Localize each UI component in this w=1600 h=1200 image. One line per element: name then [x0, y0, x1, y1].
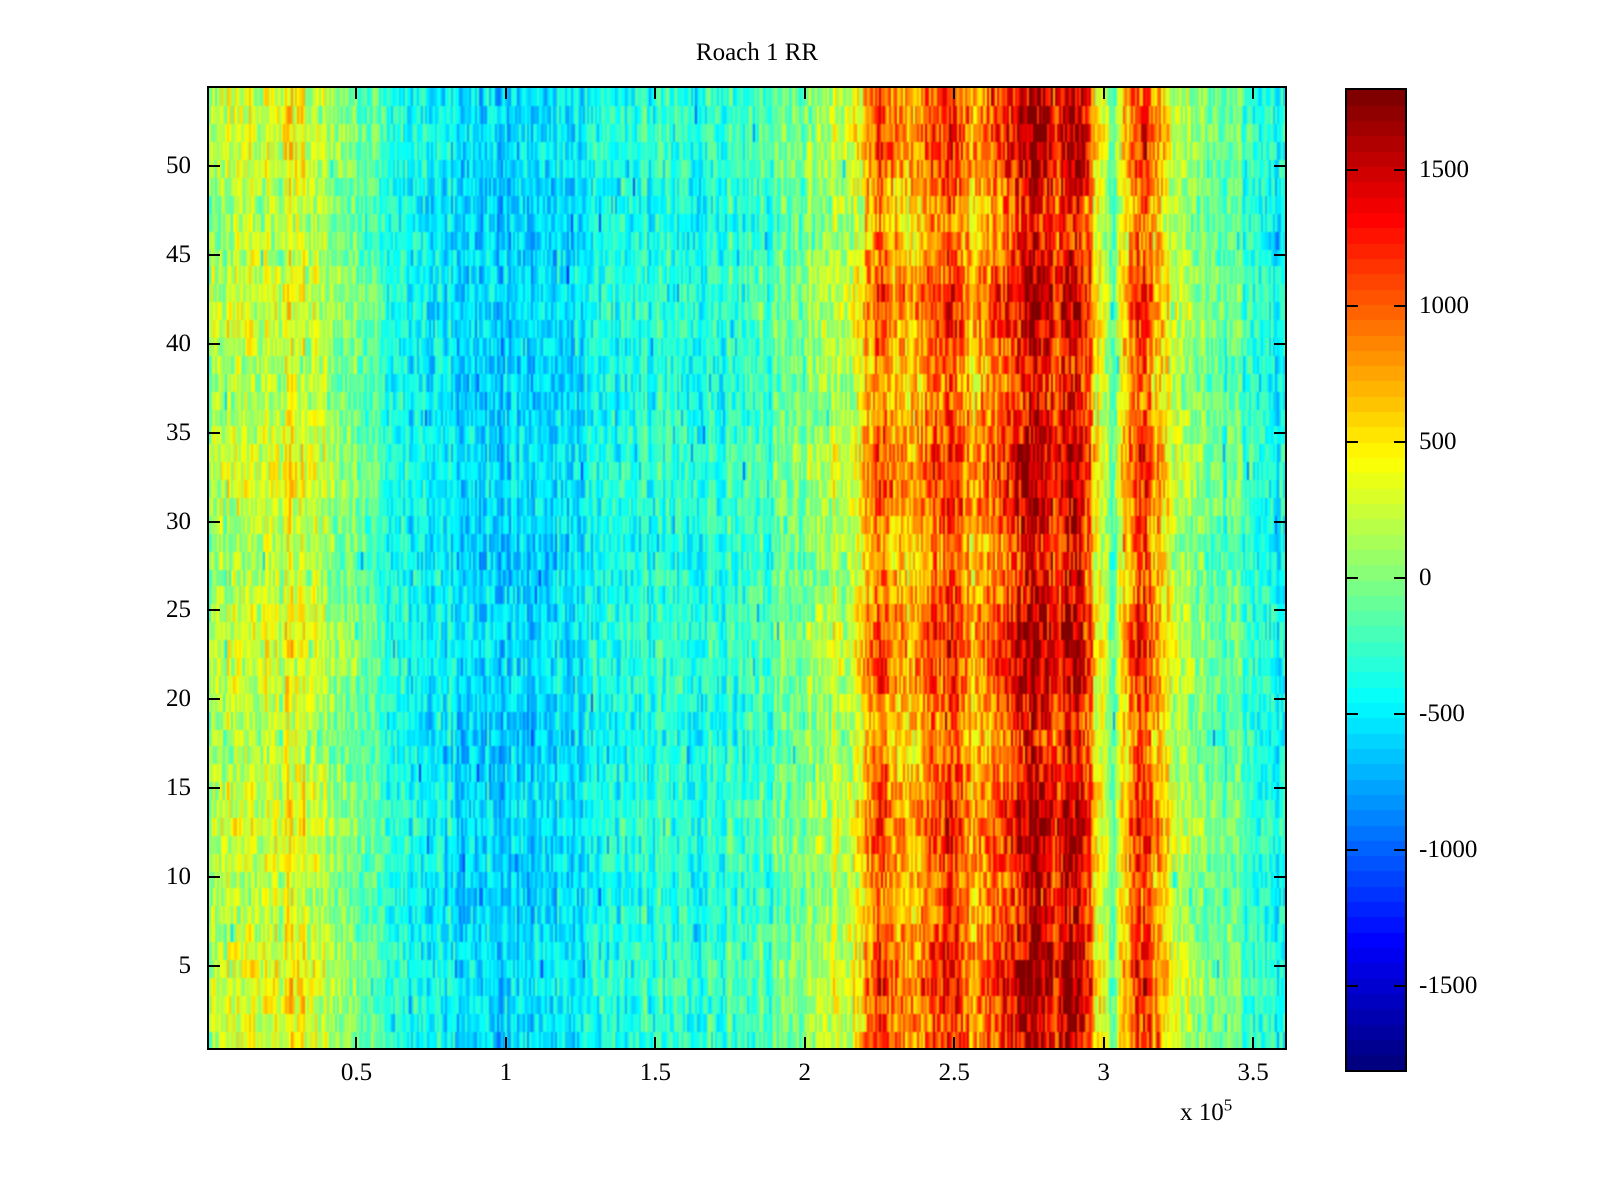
y-tick-mark: [209, 876, 220, 879]
x-tick-mark: [1252, 1037, 1255, 1048]
y-tick-mark: [209, 342, 220, 345]
x-axis-exponent-label: x 105: [1180, 1097, 1232, 1126]
y-tick-label: 45: [166, 240, 191, 268]
heatmap-axes[interactable]: [207, 86, 1287, 1050]
x-tick-mark-top: [1102, 88, 1105, 99]
y-tick-mark: [209, 165, 220, 167]
y-tick-label: 15: [166, 774, 191, 802]
y-tick-mark: [209, 431, 220, 434]
x-tick-mark: [355, 1037, 358, 1048]
colorbar-tick-mark-left: [1347, 304, 1358, 307]
y-tick-mark-right: [1274, 698, 1285, 701]
heatmap-image: [209, 88, 1285, 1048]
colorbar-tick-mark-left: [1347, 985, 1358, 988]
colorbar-tick-label: 0: [1419, 564, 1432, 591]
y-tick-mark: [209, 965, 220, 967]
colorbar-tick-mark-left: [1347, 440, 1358, 443]
y-tick-mark-right: [1274, 965, 1285, 967]
colorbar-tick-mark-right: [1394, 713, 1405, 716]
colorbar[interactable]: [1345, 88, 1407, 1072]
colorbar-tick-label: 500: [1419, 427, 1457, 455]
x-tick-mark: [504, 1037, 507, 1048]
colorbar-tick-mark-right: [1394, 440, 1405, 443]
y-tick-mark: [209, 253, 220, 256]
colorbar-tick-label: -500: [1419, 700, 1465, 728]
x-tick-label: 1: [499, 1059, 513, 1086]
y-tick-label: 50: [166, 152, 191, 179]
y-tick-mark-right: [1274, 165, 1285, 167]
x-tick-mark-top: [504, 88, 507, 99]
y-tick-mark: [209, 609, 220, 612]
x-tick-mark-top: [803, 88, 806, 99]
y-tick-label: 10: [166, 863, 191, 891]
y-tick-mark-right: [1274, 431, 1285, 434]
y-tick-mark-right: [1274, 342, 1285, 345]
colorbar-tick-label: -1000: [1419, 836, 1478, 864]
x-tick-mark-top: [953, 88, 956, 99]
y-tick-label: 20: [166, 685, 191, 713]
x-tick-mark-top: [654, 88, 657, 99]
x-tick-label: 3: [1097, 1059, 1110, 1086]
x-tick-mark: [654, 1037, 657, 1048]
colorbar-tick-label: -1500: [1419, 972, 1478, 1000]
y-tick-mark-right: [1274, 520, 1285, 523]
y-tick-label: 5: [178, 952, 192, 979]
colorbar-tick-mark-right: [1394, 985, 1405, 988]
x-tick-label: 1.5: [639, 1059, 671, 1086]
colorbar-tick-mark-left: [1347, 168, 1358, 171]
colorbar-tick-mark-right: [1394, 168, 1405, 171]
x-exponent-mantissa: x 10: [1180, 1099, 1224, 1126]
y-tick-mark: [209, 698, 220, 701]
colorbar-tick-label: 1000: [1419, 291, 1469, 319]
y-tick-label: 30: [166, 507, 191, 535]
x-tick-label: 2: [798, 1059, 812, 1086]
y-tick-label: 35: [166, 418, 191, 446]
colorbar-gradient: [1347, 90, 1405, 1070]
y-tick-mark-right: [1274, 253, 1285, 256]
colorbar-tick-mark-right: [1394, 577, 1405, 579]
y-tick-label: 40: [166, 329, 191, 357]
x-tick-label: 3.5: [1237, 1059, 1269, 1086]
colorbar-tick-mark-left: [1347, 713, 1358, 716]
x-tick-mark-top: [355, 88, 358, 99]
y-tick-mark-right: [1274, 787, 1285, 790]
x-tick-mark: [1102, 1037, 1105, 1048]
colorbar-tick-mark-right: [1394, 849, 1405, 852]
x-tick-mark: [953, 1037, 956, 1048]
colorbar-tick-label: 1500: [1419, 155, 1469, 183]
y-tick-mark-right: [1274, 876, 1285, 879]
y-tick-mark: [209, 787, 220, 790]
y-tick-mark-right: [1274, 609, 1285, 612]
x-tick-label: 0.5: [340, 1059, 373, 1086]
x-tick-mark-top: [1252, 88, 1255, 99]
colorbar-tick-mark-right: [1394, 304, 1405, 307]
y-tick-label: 25: [166, 596, 191, 624]
y-tick-mark: [209, 520, 220, 523]
colorbar-tick-mark-left: [1347, 849, 1358, 852]
x-exponent-power: 5: [1223, 1095, 1233, 1115]
colorbar-tick-mark-left: [1347, 577, 1358, 579]
x-tick-mark: [803, 1037, 806, 1048]
x-tick-label: 2.5: [938, 1059, 970, 1086]
page-title: Roach 1 RR: [695, 39, 819, 66]
